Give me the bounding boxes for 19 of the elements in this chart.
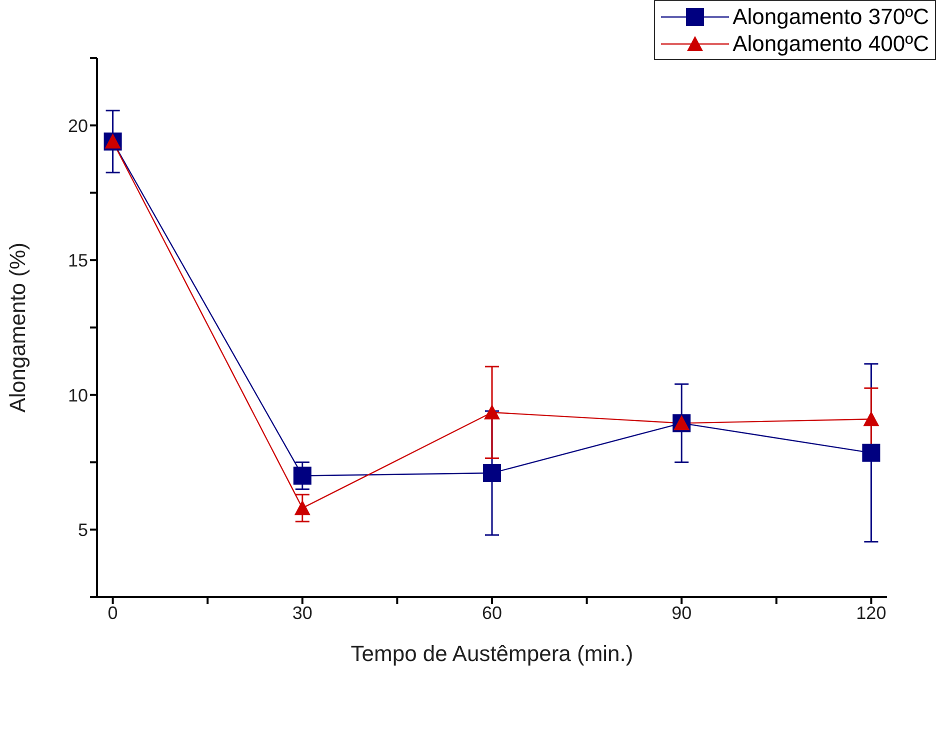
x-tick-label: 90 — [672, 602, 692, 623]
y-tick-label: 20 — [68, 116, 88, 136]
legend-label: Alongamento 370ºC — [732, 3, 929, 30]
point — [484, 404, 500, 420]
x-tick-label: 120 — [856, 602, 886, 623]
x-tick-label: 60 — [482, 602, 502, 623]
y-tick-label: 5 — [78, 520, 88, 540]
legend-label: Alongamento 400ºC — [732, 30, 929, 57]
x-tick-label: 0 — [108, 602, 118, 623]
y-axis-title: Alongamento (%) — [4, 242, 30, 412]
point — [293, 466, 312, 485]
point — [863, 411, 880, 426]
point — [862, 444, 880, 462]
x-axis-title: Tempo de Austêmpera (min.) — [350, 641, 634, 666]
y-tick-label: 10 — [68, 385, 88, 406]
x-tick-label: 30 — [292, 602, 312, 623]
y-tick-label: 15 — [68, 250, 88, 271]
point — [483, 464, 501, 482]
point — [294, 500, 310, 516]
